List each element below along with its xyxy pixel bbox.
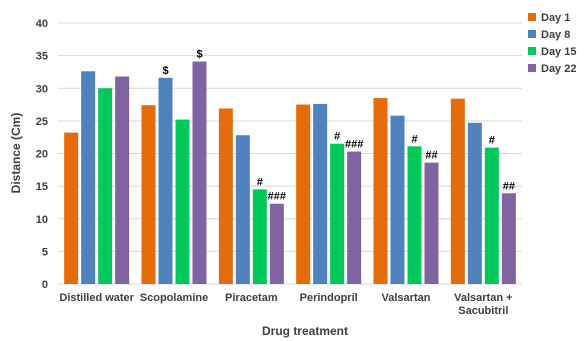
y-tick-label: 30 (36, 83, 48, 95)
bar (98, 88, 113, 284)
significance-marker: # (257, 176, 263, 188)
significance-marker: ### (345, 139, 363, 151)
bars (64, 61, 516, 285)
bar (269, 203, 284, 284)
x-category-label: Sacubitril (458, 305, 508, 317)
bar (390, 115, 405, 284)
legend-label: Day 22 (541, 63, 576, 75)
bar (296, 104, 311, 284)
legend: Day 1 Day 8 Day 15 Day 22 (528, 12, 576, 75)
x-category-label: Perindopril (300, 292, 358, 304)
bar (218, 108, 233, 284)
bar (467, 122, 482, 285)
significance-marker: ### (268, 191, 286, 203)
significance-marker: # (411, 133, 417, 145)
gridlines (58, 22, 522, 285)
x-category-label: Distilled water (59, 292, 134, 304)
legend-label: Day 8 (541, 29, 570, 41)
bar (330, 143, 345, 284)
x-axis-title: Drug treatment (262, 324, 348, 338)
y-tick-label: 40 (36, 18, 48, 30)
bar (158, 77, 173, 284)
bar (450, 98, 465, 284)
x-axis-categories: Distilled water Scopolamine Piracetam Perin… (59, 292, 512, 317)
bar (81, 71, 96, 284)
bar (252, 189, 267, 284)
bar (484, 147, 499, 284)
x-category-label: Scopolamine (140, 292, 208, 304)
x-category-label: Valsartan + (454, 292, 512, 304)
y-tick-label: 10 (36, 214, 48, 226)
y-axis-ticks: 0 5 10 15 20 25 30 35 40 (36, 18, 48, 291)
y-tick-label: 5 (42, 246, 48, 258)
bar (501, 193, 516, 284)
legend-swatch (528, 47, 536, 55)
legend-swatch (528, 30, 536, 38)
legend-swatch (528, 13, 536, 21)
y-tick-label: 25 (36, 116, 48, 128)
significance-marker: # (489, 135, 495, 147)
significance-marker: ## (425, 150, 437, 162)
bar (407, 146, 422, 284)
x-category-label: Piracetam (225, 292, 278, 304)
y-tick-label: 35 (36, 51, 48, 63)
significance-marker: $ (162, 65, 168, 77)
x-category-label: Valsartan (382, 292, 431, 304)
legend-label: Day 1 (541, 12, 570, 24)
bar (313, 103, 328, 284)
y-tick-label: 20 (36, 149, 48, 161)
bar (175, 119, 190, 284)
bar (373, 98, 388, 284)
bar (192, 61, 207, 285)
significance-marker: $ (196, 48, 202, 60)
y-axis-title: Distance (Cm) (9, 113, 23, 194)
y-tick-label: 15 (36, 181, 48, 193)
significance-marker: # (334, 131, 340, 143)
significance-annotations: $$######## ###### (162, 48, 515, 202)
bar (235, 135, 250, 284)
bar (424, 162, 439, 284)
legend-label: Day 15 (541, 46, 576, 58)
legend-swatch (528, 64, 536, 72)
significance-marker: ## (503, 180, 515, 192)
bar (64, 132, 79, 284)
y-tick-label: 0 (42, 279, 48, 291)
bar (115, 76, 130, 284)
bar (347, 151, 362, 284)
bar (141, 105, 156, 284)
